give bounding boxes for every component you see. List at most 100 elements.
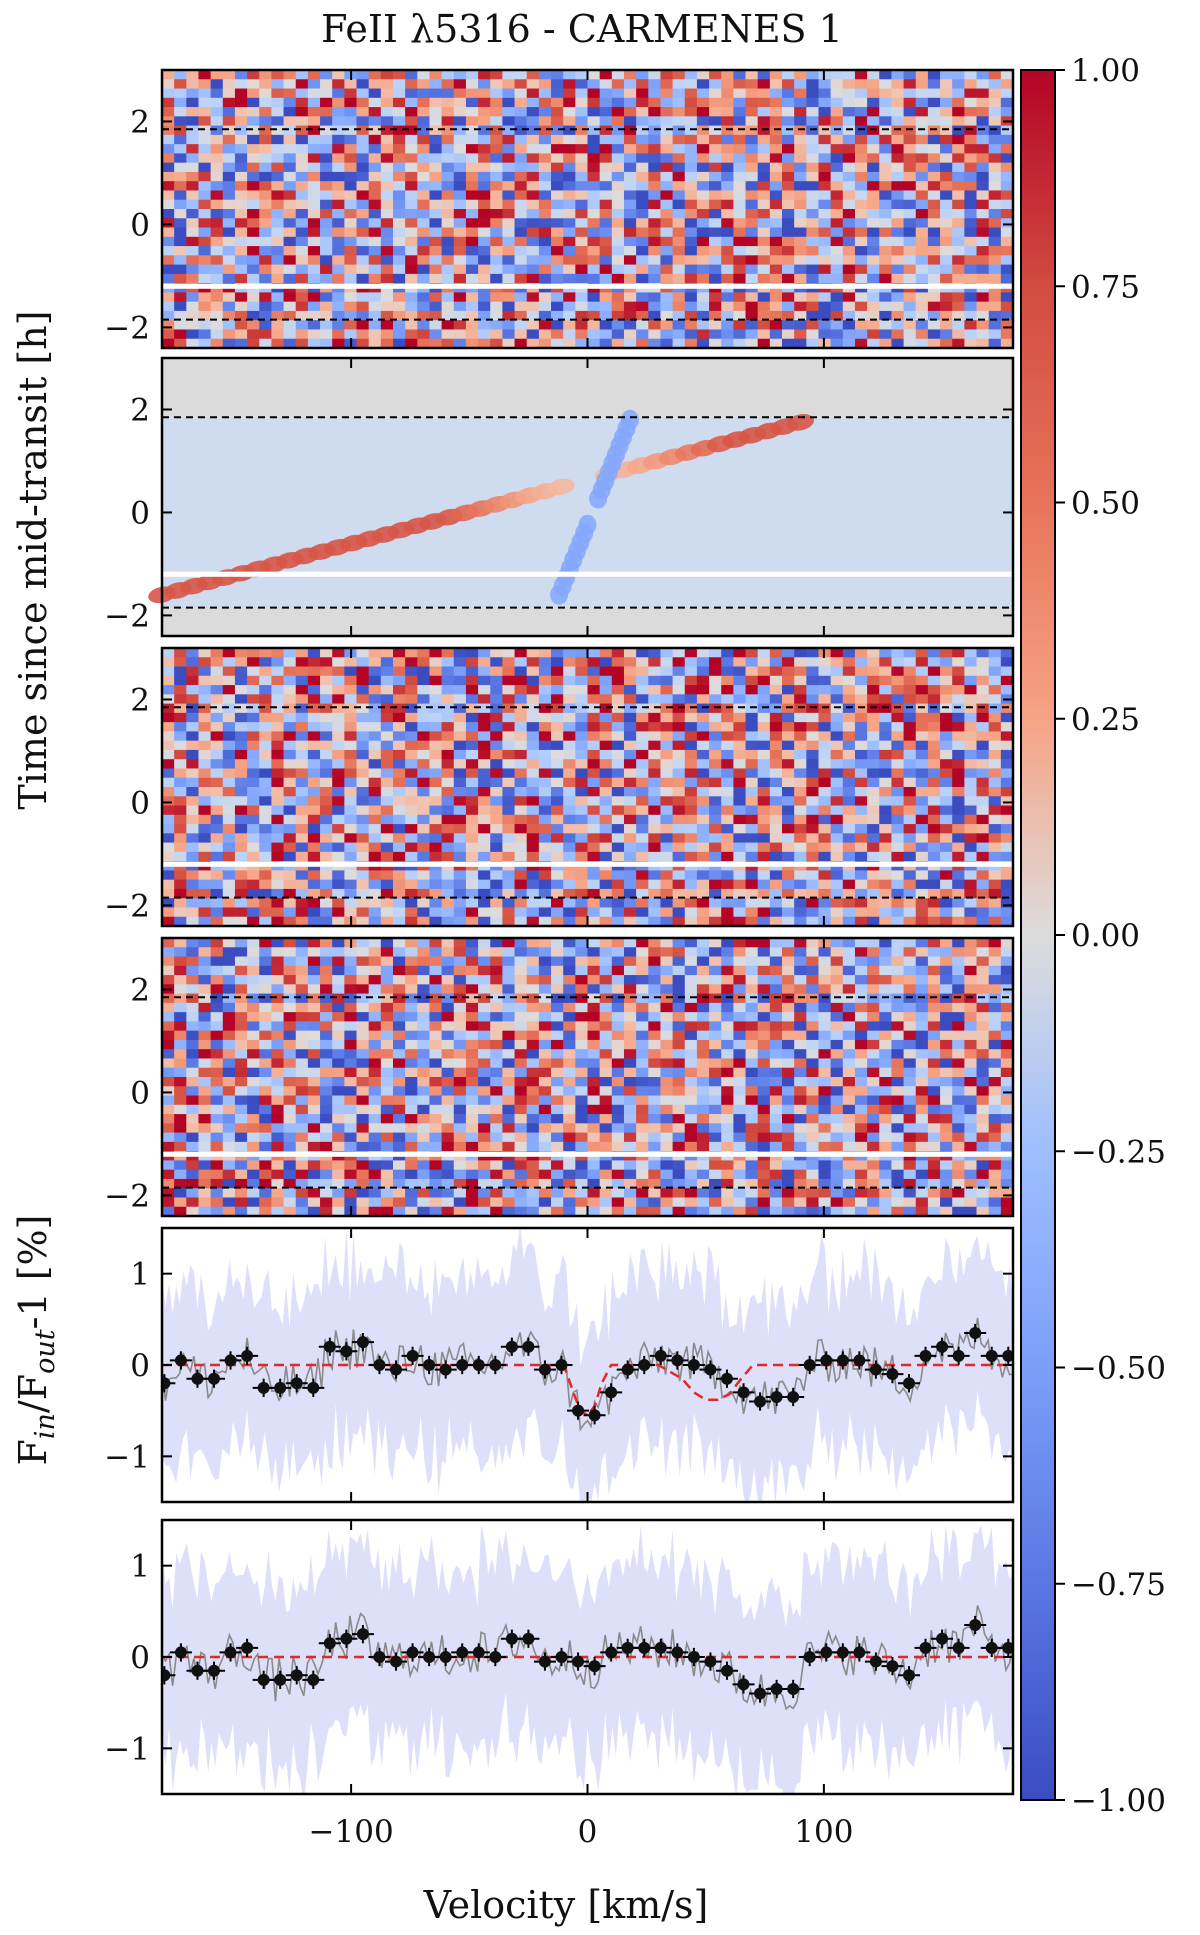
heatmap-cell	[563, 657, 576, 668]
heatmap-cell	[891, 264, 905, 275]
heatmap-cell	[648, 888, 662, 899]
heatmap-cell	[405, 870, 418, 881]
heatmap-cell	[162, 851, 175, 862]
heatmap-cell	[332, 79, 345, 90]
heatmap-cell	[563, 338, 576, 349]
heatmap-cell	[174, 712, 187, 723]
heatmap-cell	[198, 1002, 212, 1013]
heatmap-cell	[234, 916, 248, 927]
heatmap-cell	[623, 1021, 637, 1032]
heatmap-cell	[636, 648, 649, 658]
heatmap-cell	[1000, 1002, 1014, 1013]
heatmap-cell	[198, 993, 212, 1004]
heatmap-cell	[891, 320, 905, 331]
heatmap-cell	[806, 694, 820, 705]
heatmap-cell	[526, 227, 540, 238]
heatmap-cell	[915, 888, 929, 899]
heatmap-cell	[818, 79, 832, 90]
heatmap-cell	[417, 134, 431, 145]
heatmap-cell	[575, 246, 589, 256]
heatmap-cell	[940, 292, 953, 303]
heatmap-cell	[854, 329, 868, 340]
heatmap-cell	[709, 666, 722, 677]
heatmap-cell	[417, 685, 431, 695]
heatmap-cell	[927, 824, 941, 834]
heatmap-cell	[259, 694, 273, 705]
heatmap-cell	[174, 199, 187, 210]
heatmap-cell	[854, 171, 868, 182]
heatmap-cell	[465, 685, 479, 695]
heatmap-cell	[769, 190, 783, 201]
heatmap-cell	[867, 255, 880, 266]
heatmap-cell	[952, 255, 965, 266]
heatmap-cell	[684, 97, 698, 108]
heatmap-cell	[563, 310, 576, 321]
heatmap-cell	[575, 938, 589, 948]
heatmap-cell	[575, 666, 589, 677]
heatmap-cell	[769, 938, 783, 948]
heatmap-cell	[198, 870, 212, 881]
heatmap-cell	[854, 759, 868, 770]
heatmap-cell	[478, 993, 491, 1004]
heatmap-cell	[429, 694, 443, 705]
heatmap-cell	[453, 648, 467, 658]
heatmap-cell	[295, 273, 309, 284]
heatmap-cell	[794, 181, 807, 192]
heatmap-cell	[964, 125, 978, 136]
heatmap-cell	[526, 70, 540, 80]
heatmap-cell	[782, 740, 795, 751]
heatmap-cell	[441, 255, 455, 266]
heatmap-cell	[478, 787, 491, 797]
heatmap-cell	[709, 879, 722, 890]
heatmap-cell	[745, 975, 759, 985]
heatmap-cell	[745, 264, 759, 275]
heatmap-cell	[417, 879, 431, 890]
heatmap-cell	[648, 851, 662, 862]
heatmap-cell	[514, 134, 528, 145]
heatmap-cell	[721, 264, 734, 275]
heatmap-cell	[490, 338, 503, 349]
heatmap-cell	[259, 851, 273, 862]
heatmap-cell	[186, 338, 200, 349]
heatmap-cell	[344, 199, 358, 210]
heatmap-cell	[672, 712, 686, 723]
heatmap-cell	[879, 759, 893, 770]
heatmap-cell	[830, 833, 844, 844]
heatmap-cell	[356, 768, 370, 779]
heatmap-cell	[259, 777, 273, 788]
heatmap-cell	[830, 125, 844, 136]
heatmap-cell	[782, 79, 795, 90]
heatmap-cell	[867, 888, 880, 899]
heatmap-cell	[441, 833, 455, 844]
heatmap-cell	[611, 190, 625, 201]
heatmap-cell	[320, 814, 333, 825]
heatmap-cell	[320, 675, 333, 686]
heatmap-cell	[198, 712, 212, 723]
heatmap-cell	[806, 749, 820, 760]
heatmap-cell	[818, 97, 832, 108]
heatmap-cell	[696, 749, 710, 760]
heatmap-cell	[684, 329, 698, 340]
heatmap-cell	[611, 107, 625, 117]
heatmap-cell	[502, 814, 516, 825]
heatmap-cell	[514, 301, 528, 312]
heatmap-cell	[830, 218, 844, 229]
heatmap-cell	[465, 338, 479, 349]
heatmap-cell	[392, 292, 406, 303]
heatmap-cell	[538, 144, 552, 154]
heatmap-cell	[429, 879, 443, 890]
heatmap-cell	[575, 777, 589, 788]
heatmap-cell	[611, 879, 625, 890]
heatmap-cell	[940, 236, 953, 247]
heatmap-cell	[709, 1002, 722, 1013]
heatmap-cell	[903, 796, 917, 807]
heatmap-cell	[563, 255, 576, 266]
heatmap-cell	[599, 320, 613, 331]
heatmap-cell	[1000, 824, 1014, 834]
heatmap-cell	[247, 787, 260, 797]
heatmap-cell	[368, 301, 382, 312]
heatmap-cell	[660, 947, 674, 958]
heatmap-cell	[429, 759, 443, 770]
heatmap-cell	[806, 97, 820, 108]
heatmap-cell	[940, 796, 953, 807]
